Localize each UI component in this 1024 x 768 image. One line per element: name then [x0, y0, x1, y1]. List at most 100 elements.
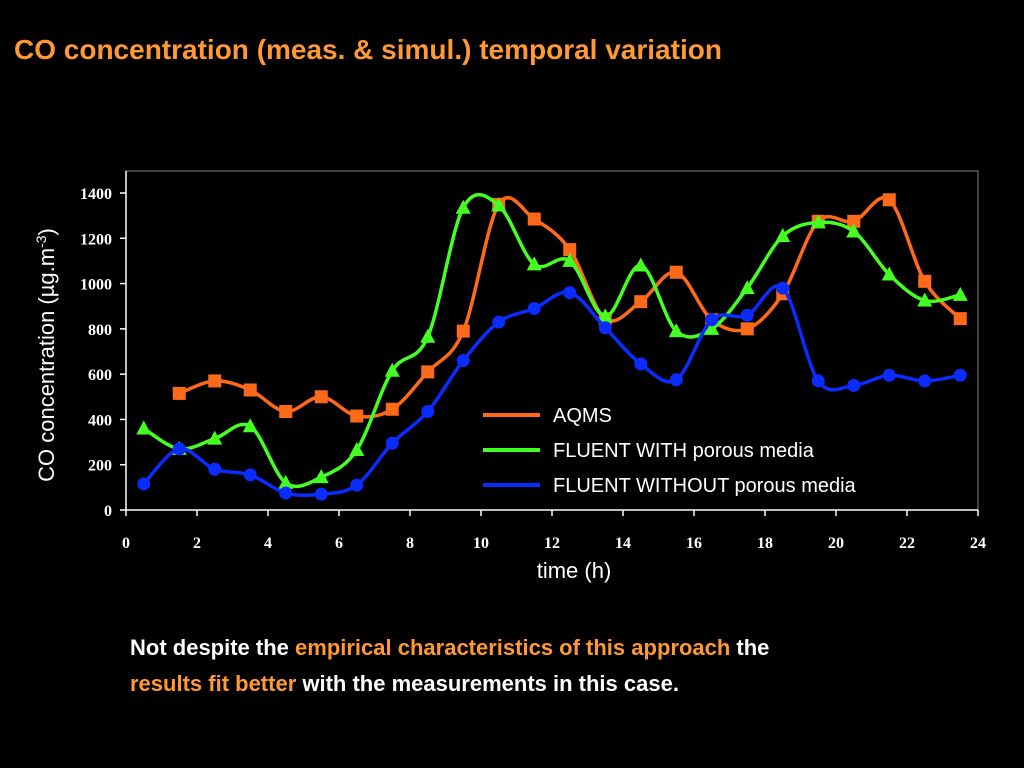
data-point — [350, 478, 364, 492]
data-point — [563, 286, 577, 300]
data-point — [846, 223, 862, 238]
data-point — [455, 199, 471, 214]
data-point — [456, 324, 470, 338]
x-tick-label: 12 — [544, 535, 560, 552]
x-tick-label: 20 — [828, 535, 844, 552]
data-point — [847, 214, 861, 228]
data-point — [172, 442, 186, 456]
data-point — [279, 486, 293, 500]
y-tick-label: 1000 — [80, 277, 112, 294]
data-point — [953, 312, 967, 326]
x-tick-label: 4 — [264, 535, 272, 552]
y-tick-label: 1400 — [80, 186, 112, 203]
data-point — [492, 315, 506, 329]
y-tick-label: 0 — [104, 503, 112, 520]
data-point — [704, 320, 720, 335]
data-point — [740, 308, 754, 322]
x-tick-label: 2 — [193, 535, 201, 552]
y-tick-label: 200 — [88, 458, 112, 475]
data-point — [208, 462, 222, 476]
y-axis-title-sup: -3 — [33, 235, 49, 248]
data-point — [385, 436, 399, 450]
data-point — [918, 374, 932, 388]
y-axis-title-close: ) — [34, 228, 59, 235]
data-point — [137, 477, 151, 491]
data-point — [456, 354, 470, 368]
x-tick-label: 6 — [335, 535, 343, 552]
data-point — [242, 418, 258, 433]
data-point — [775, 228, 791, 243]
data-point — [172, 386, 186, 400]
data-point — [634, 295, 648, 309]
data-point — [882, 368, 896, 382]
data-point — [349, 441, 365, 456]
series-3 — [137, 281, 967, 501]
data-point — [669, 265, 683, 279]
data-point — [598, 321, 612, 335]
x-tick-label: 16 — [686, 535, 702, 552]
data-point — [279, 405, 293, 419]
data-point — [350, 409, 364, 423]
data-point — [527, 301, 541, 315]
legend-label: AQMS — [553, 405, 612, 427]
data-point — [136, 420, 152, 435]
y-axis-title-main: CO concentration (µg.m — [34, 248, 59, 482]
data-point — [882, 193, 896, 207]
data-point — [243, 383, 257, 397]
data-point — [810, 214, 826, 229]
x-tick-label: 24 — [970, 535, 986, 552]
y-tick-label: 800 — [88, 322, 112, 339]
data-point — [421, 405, 435, 419]
caption-highlight-1: empirical characteristics of this approa… — [295, 635, 731, 660]
data-point — [527, 212, 541, 226]
data-point — [314, 390, 328, 404]
data-point — [243, 468, 257, 482]
data-point — [739, 280, 755, 295]
x-tick-label: 22 — [899, 535, 915, 552]
data-point — [918, 274, 932, 288]
data-point — [917, 292, 933, 307]
data-point — [526, 256, 542, 271]
data-point — [597, 308, 613, 323]
caption-text-1: Not despite the — [130, 635, 296, 660]
x-tick-label: 14 — [615, 535, 631, 552]
legend-label: FLUENT WITHOUT porous media — [553, 475, 857, 497]
caption-highlight-2: results fit better — [130, 671, 297, 696]
y-tick-label: 600 — [88, 367, 112, 384]
series-2 — [136, 193, 968, 489]
data-point — [811, 374, 825, 388]
data-point — [385, 402, 399, 416]
data-point — [562, 252, 578, 267]
data-point — [952, 286, 968, 301]
data-point — [740, 322, 754, 336]
data-point — [776, 281, 790, 295]
x-tick-label: 10 — [473, 535, 489, 552]
data-point — [384, 362, 400, 377]
y-tick-label: 400 — [88, 412, 112, 429]
data-point — [669, 373, 683, 387]
data-point — [313, 469, 329, 484]
data-point — [278, 474, 294, 489]
data-point — [420, 328, 436, 343]
data-point — [633, 257, 649, 272]
data-point — [207, 430, 223, 445]
data-point — [421, 365, 435, 379]
data-point — [208, 374, 222, 388]
x-tick-label: 18 — [757, 535, 773, 552]
data-point — [668, 323, 684, 338]
data-point — [881, 266, 897, 281]
x-axis-title: time (h) — [537, 558, 612, 583]
x-tick-label: 8 — [406, 535, 414, 552]
data-point — [491, 197, 507, 212]
legend-label: FLUENT WITH porous media — [553, 440, 815, 462]
data-point — [705, 313, 719, 327]
data-point — [847, 378, 861, 392]
y-tick-label: 1200 — [80, 231, 112, 248]
legend: AQMS FLUENT WITH porous media FLUENT WITHO… — [483, 405, 857, 497]
y-axis-title: CO concentration (µg.m-3) — [33, 228, 59, 482]
caption-text-2: the — [730, 635, 770, 660]
data-point — [563, 243, 577, 257]
caption: Not despite the empirical characteristic… — [130, 630, 1010, 702]
data-point — [953, 368, 967, 382]
